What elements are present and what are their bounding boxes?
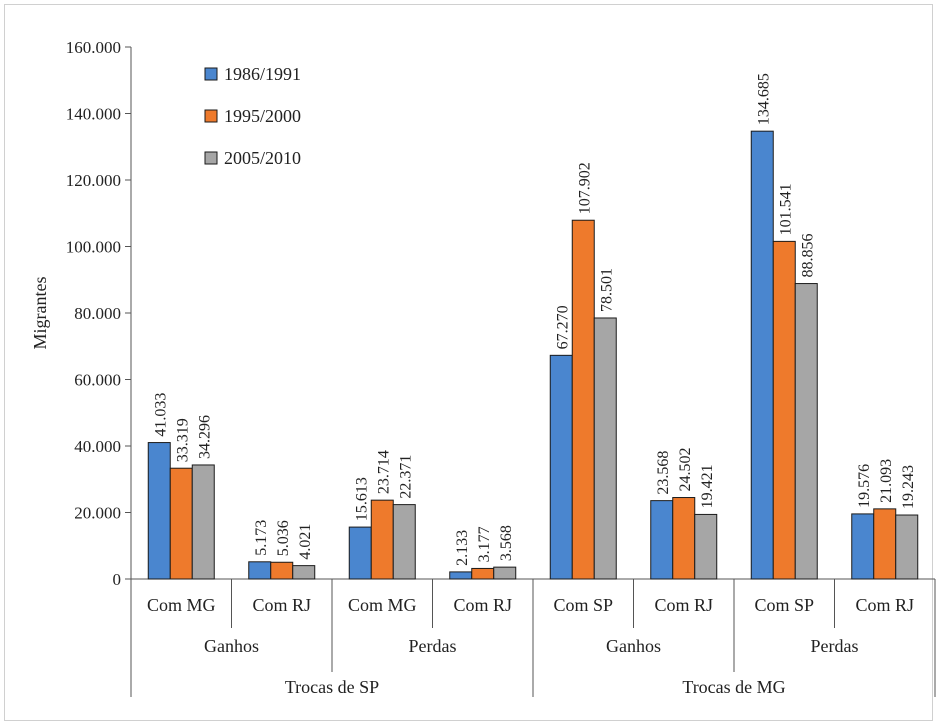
bar (392, 504, 416, 580)
data-label: 19.421 (699, 464, 716, 508)
y-tick-label: 40.000 (74, 437, 121, 456)
bar (672, 497, 696, 580)
data-label: 78.501 (598, 268, 615, 312)
data-label: 21.093 (878, 459, 895, 503)
data-label: 3.568 (498, 525, 515, 561)
x-group-label: Perdas (811, 636, 859, 656)
bar (772, 240, 796, 580)
data-label: 24.502 (677, 448, 694, 492)
bar (794, 283, 818, 580)
x-group-label: Trocas de SP (285, 677, 379, 697)
bar (694, 513, 718, 580)
y-axis-title: Migrantes (30, 277, 50, 350)
legend-label: 2005/2010 (224, 148, 301, 168)
bar (493, 566, 517, 580)
bar (191, 464, 215, 580)
x-group-label: Ganhos (606, 636, 661, 656)
bar (348, 526, 372, 580)
x-tick-label: Com MG (348, 595, 417, 615)
y-tick-label: 0 (113, 570, 122, 589)
data-label: 101.541 (777, 183, 794, 235)
bar (292, 565, 316, 580)
bar (750, 130, 774, 580)
legend-swatch (204, 109, 218, 123)
data-label: 15.613 (353, 477, 370, 521)
x-group-label: Trocas de MG (682, 677, 785, 697)
data-label: 41.033 (152, 393, 169, 437)
legend-swatch (204, 67, 218, 81)
bar (873, 508, 897, 580)
data-label: 23.568 (655, 451, 672, 495)
x-tick-label: Com RJ (453, 595, 512, 615)
bar (169, 467, 193, 580)
y-tick-label: 160.000 (66, 38, 121, 57)
bar (851, 513, 875, 580)
data-label: 23.714 (375, 450, 392, 494)
data-label: 22.371 (397, 455, 414, 499)
bar (895, 514, 919, 580)
legend-label: 1995/2000 (224, 106, 301, 126)
bar (147, 442, 171, 580)
data-label: 2.133 (454, 530, 471, 566)
y-tick-label: 80.000 (74, 304, 121, 323)
bar (549, 354, 573, 580)
y-tick-label: 140.000 (66, 105, 121, 124)
y-tick-label: 20.000 (74, 504, 121, 523)
x-tick-label: Com SP (754, 595, 814, 615)
legend-label: 1986/1991 (224, 64, 301, 84)
y-tick-label: 60.000 (74, 371, 121, 390)
data-label: 33.319 (174, 418, 191, 462)
data-label: 134.685 (755, 73, 772, 125)
data-label: 107.902 (576, 162, 593, 214)
x-group-label: Ganhos (204, 636, 259, 656)
x-group-label: Perdas (409, 636, 457, 656)
x-tick-label: Com RJ (855, 595, 914, 615)
data-label: 19.243 (900, 465, 917, 509)
data-label: 5.036 (275, 520, 292, 556)
data-label: 4.021 (297, 524, 314, 560)
bar (248, 561, 272, 580)
bar (370, 499, 394, 580)
legend-swatch (204, 151, 218, 165)
y-tick-label: 120.000 (66, 171, 121, 190)
y-tick-label: 100.000 (66, 238, 121, 257)
data-label: 88.856 (799, 234, 816, 278)
data-label: 5.173 (253, 520, 270, 556)
bar (571, 219, 595, 580)
bar (449, 571, 473, 580)
data-label: 34.296 (196, 415, 213, 459)
x-tick-label: Com MG (147, 595, 216, 615)
bar (593, 317, 617, 580)
x-tick-label: Com RJ (252, 595, 311, 615)
bar (650, 500, 674, 580)
x-tick-label: Com SP (553, 595, 613, 615)
bar (270, 561, 294, 580)
x-tick-label: Com RJ (654, 595, 713, 615)
data-label: 19.576 (856, 464, 873, 508)
data-label: 3.177 (476, 526, 493, 562)
bar (471, 567, 495, 580)
data-label: 67.270 (554, 305, 571, 349)
